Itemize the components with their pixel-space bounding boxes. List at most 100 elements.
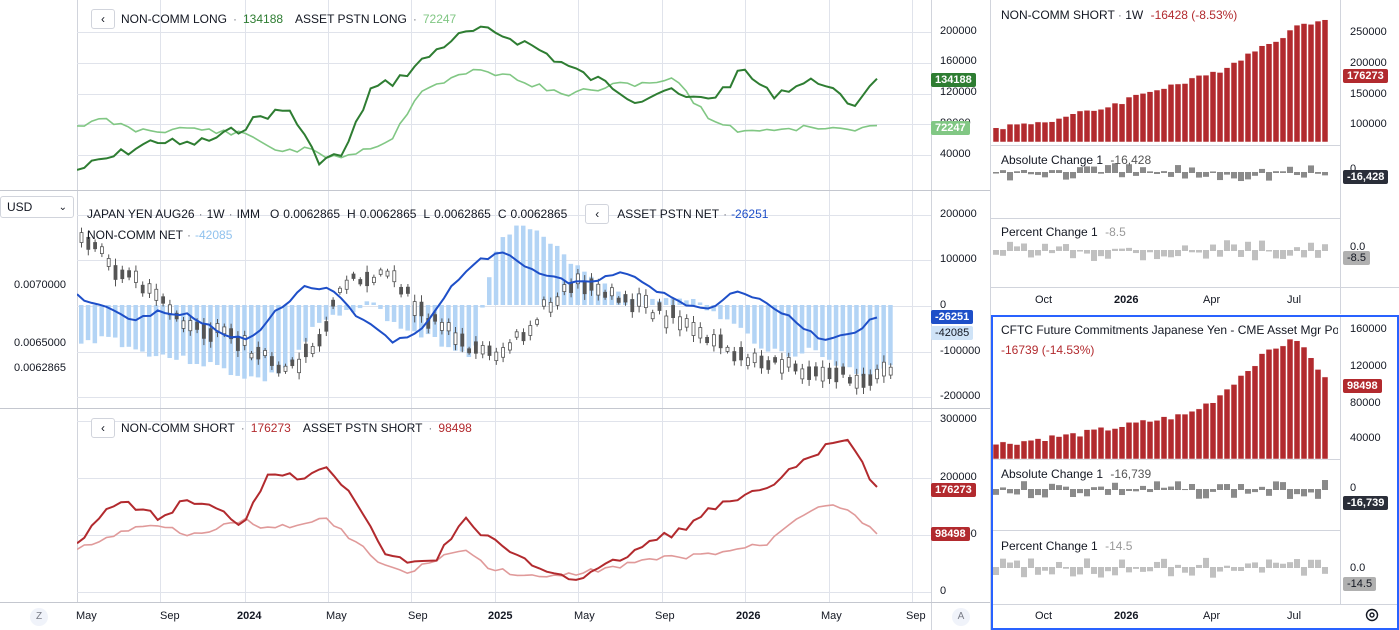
price-candle — [684, 318, 689, 328]
noncomm-net-bar — [303, 305, 308, 342]
noncomm-net-bar — [106, 305, 111, 337]
mini-hist-bar — [1077, 250, 1083, 252]
mini-hist-bar — [1056, 485, 1062, 490]
time-axis-label: 2026 — [736, 610, 761, 622]
mini-bar — [1083, 110, 1091, 143]
price-candle — [555, 296, 560, 306]
mini-hist-bar — [1035, 172, 1041, 175]
noncomm-net-bar — [847, 305, 852, 368]
ohlc-close: 0.0062865 — [510, 207, 568, 221]
mini-hist-bar — [1028, 250, 1034, 258]
mini-hist-bar — [1098, 486, 1104, 490]
price-candle — [718, 334, 723, 349]
noncomm-net-bar — [854, 305, 859, 374]
noncomm-net-bar — [786, 305, 791, 357]
price-candle — [310, 346, 315, 354]
axis-label: 200000 — [940, 208, 977, 220]
mini-hist-bar — [1322, 567, 1328, 574]
price-candle — [705, 336, 709, 344]
mini-hist-bar — [1280, 171, 1286, 173]
pane-separator[interactable] — [0, 190, 990, 191]
price-candle — [514, 331, 519, 338]
mini-hist-bar — [1182, 172, 1188, 179]
noncomm-net-bar — [398, 305, 404, 329]
mini-bar — [999, 441, 1007, 460]
price-candle — [242, 335, 247, 346]
last-value-badge: 98498 — [1343, 379, 1382, 393]
noncomm-net-bar — [555, 245, 560, 305]
price-candle — [650, 312, 655, 320]
collapse-legend-button[interactable]: ‹ — [91, 9, 115, 29]
noncomm-net-bar — [194, 305, 200, 364]
mini-hist-bar — [1154, 250, 1160, 260]
mini-hist-bar — [1007, 562, 1013, 568]
mini-bar — [1321, 19, 1329, 143]
bottom-pane-plot — [77, 438, 878, 581]
price-candle — [174, 312, 179, 320]
collapse-legend-button[interactable]: ‹ — [585, 204, 610, 224]
price-candle — [99, 246, 104, 255]
mini-bar — [1034, 438, 1042, 460]
noncomm-net-bar — [888, 305, 893, 366]
price-candle — [378, 269, 383, 275]
mini-bar — [1153, 89, 1161, 143]
mini-hist-bar — [1175, 165, 1181, 173]
mini-bar — [1027, 123, 1035, 143]
price-candle — [725, 346, 730, 352]
mini-hist-bar — [1315, 172, 1321, 174]
mini-hist-bar — [1091, 487, 1097, 490]
noncomm-net-bar — [827, 305, 832, 360]
mini-hist-bar — [1098, 567, 1104, 578]
price-candle — [154, 288, 159, 301]
price-candle — [127, 270, 131, 278]
price-candle — [453, 332, 458, 345]
mini-hist-bar — [1287, 250, 1293, 256]
price-candle — [759, 355, 764, 369]
noncomm-net-bar — [147, 305, 152, 357]
mini-hist-bar — [1084, 489, 1090, 497]
price-candle — [528, 325, 533, 336]
mini-bar — [1034, 121, 1042, 143]
noncomm-net-bar — [500, 237, 506, 305]
auto-scale-button[interactable]: A — [952, 608, 970, 626]
price-candle — [283, 365, 288, 372]
time-axis-label: 2024 — [237, 610, 262, 622]
mini-hist-bar — [1301, 567, 1307, 576]
noncomm-net-bar — [718, 305, 723, 320]
mini-hist-bar — [1203, 250, 1209, 259]
zoom-scale-button[interactable]: Z — [30, 608, 48, 626]
symbol-name[interactable]: JAPAN YEN AUG26 — [87, 207, 195, 221]
top-pane-plot — [77, 25, 878, 171]
price-candle — [161, 296, 165, 304]
mid-pane-plot — [77, 225, 893, 395]
indicator-title: Absolute Change 1 -16,739 — [1001, 467, 1152, 481]
mini-hist-bar — [1028, 172, 1034, 175]
noncomm-net-bar — [684, 300, 689, 305]
price-candle — [331, 299, 336, 307]
price-candle — [800, 368, 805, 380]
collapse-legend-button[interactable]: ‹ — [91, 418, 115, 438]
mini-hist-bar — [1224, 484, 1230, 490]
legend-series-value: 176273 — [250, 421, 291, 435]
mini-hist-bar — [1217, 172, 1223, 181]
mini-bar — [1321, 376, 1329, 460]
noncomm-net-bar — [85, 305, 91, 341]
mini-bar — [1048, 121, 1056, 143]
gear-icon[interactable] — [1364, 607, 1380, 623]
currency-selector[interactable]: USD ⌄ — [0, 196, 74, 218]
noncomm-net-bar — [385, 305, 390, 322]
mini-bar — [993, 444, 1000, 460]
axis-label: 200000 — [1350, 57, 1387, 69]
mini-chart-asset-mgr[interactable] — [991, 315, 1399, 630]
price-candle — [229, 328, 234, 340]
noncomm-net-bar — [99, 305, 104, 337]
axis-label: 300000 — [940, 413, 977, 425]
mini-bar — [1125, 96, 1133, 143]
pane-separator[interactable] — [0, 408, 990, 409]
noncomm-net-bar — [330, 305, 336, 315]
noncomm-net-bar — [745, 305, 750, 334]
price-candle — [868, 374, 873, 386]
mini-bar — [999, 128, 1007, 143]
mini-hist-bar — [1014, 246, 1020, 251]
mini-bar — [1055, 436, 1063, 460]
